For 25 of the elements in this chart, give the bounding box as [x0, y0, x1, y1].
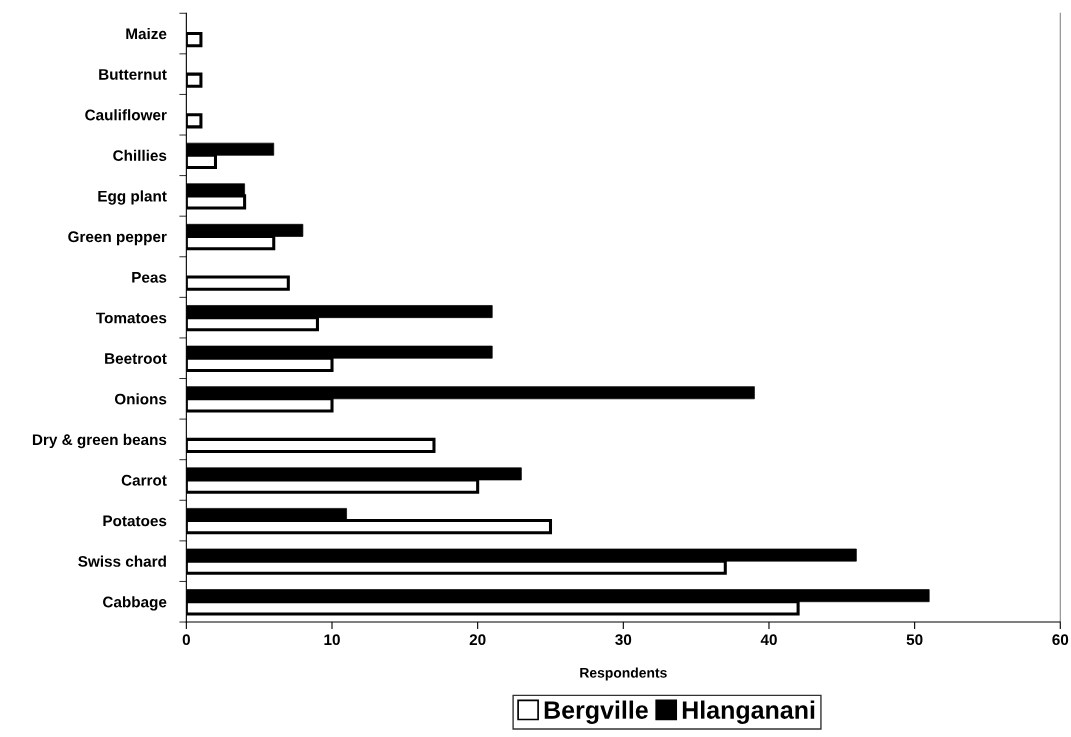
y-tick-label: Onions [114, 393, 167, 405]
y-tick-label: Peas [132, 272, 167, 283]
x-tick-label: 30 [615, 634, 632, 646]
y-tick-label: Maize [126, 28, 167, 40]
x-tick-label: 40 [760, 634, 777, 646]
x-tick-label: 10 [324, 634, 340, 646]
y-tick-label: Egg plant [98, 190, 167, 205]
x-tick-label: 50 [906, 634, 923, 646]
y-tick-label: Chillies [113, 149, 167, 161]
y-tick-label: Cauliflower [85, 109, 167, 121]
x-tick-label: 0 [182, 634, 190, 646]
y-tick-label: Potatoes [103, 515, 167, 527]
legend-label: Hlanganani [682, 700, 815, 724]
y-tick-label: Swiss chard [78, 555, 166, 567]
legend-label: Bergville [544, 700, 648, 724]
x-tick-label: 20 [469, 634, 486, 646]
y-tick-label: Butternut [99, 69, 167, 80]
y-tick-label: Dry & green beans [32, 433, 167, 449]
y-tick-label: Cabbage [103, 596, 167, 611]
y-tick-label: Green pepper [68, 231, 167, 246]
x-axis-title: Respondents [580, 667, 667, 681]
y-tick-label: Carrot [121, 474, 167, 486]
x-tick-label: 60 [1052, 634, 1069, 646]
y-tick-label: Beetroot [105, 353, 167, 364]
y-tick-label: Tomatoes [96, 312, 167, 324]
